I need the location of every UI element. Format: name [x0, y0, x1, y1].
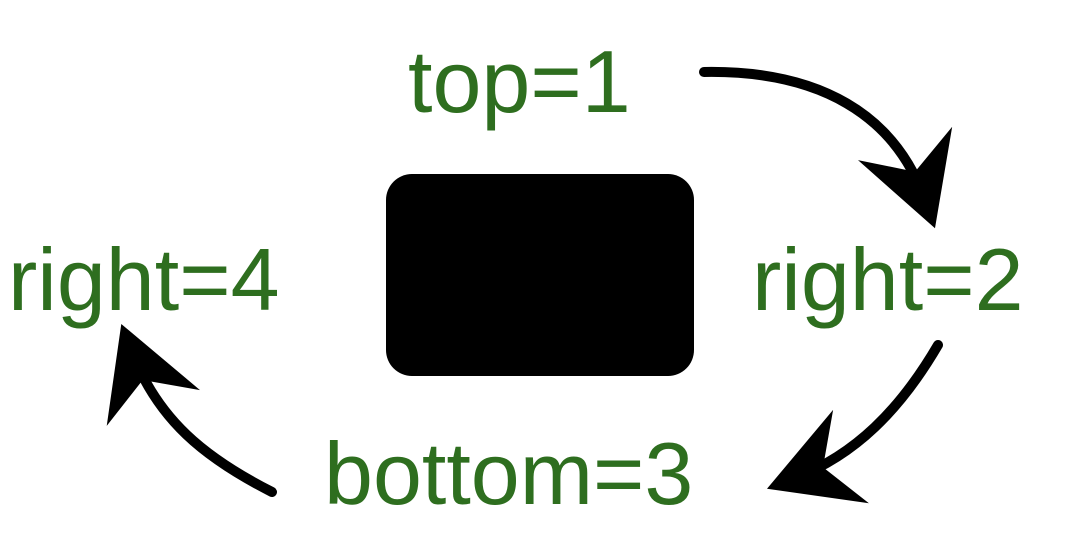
- label-top: top=1: [408, 32, 631, 131]
- label-left: right=4: [8, 230, 280, 329]
- arrow-top-to-right: [699, 66, 953, 229]
- arrow-bottom-to-left: [106, 323, 277, 497]
- arrow-right-to-bottom: [766, 340, 943, 504]
- label-bottom: bottom=3: [324, 424, 694, 523]
- label-right: right=2: [752, 230, 1024, 329]
- black-rectangle: [386, 174, 694, 376]
